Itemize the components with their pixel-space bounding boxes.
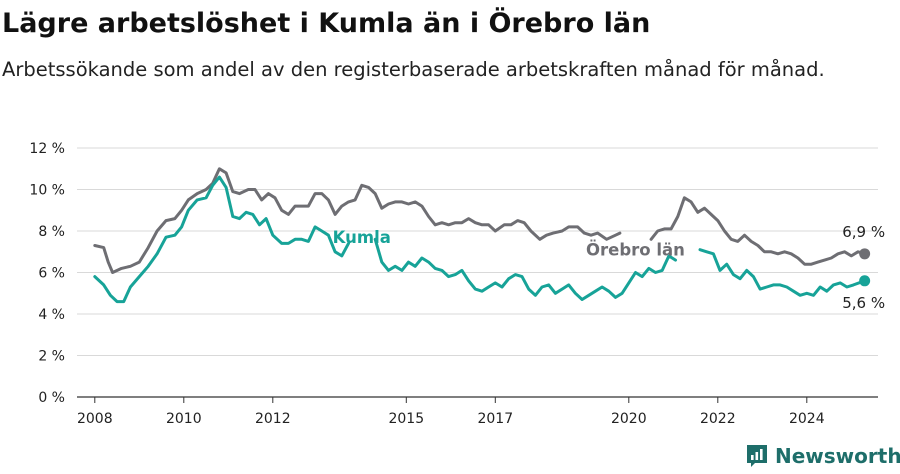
x-tick-label: 2022: [700, 411, 736, 427]
x-tick-label: 2020: [611, 411, 647, 427]
y-tick-label: 0 %: [38, 390, 65, 406]
series-labels: 6,9 % 5,6 % Kumla Örebro län: [333, 223, 885, 312]
y-tick-label: 6 %: [38, 266, 65, 282]
end-point-kumla: [859, 275, 871, 287]
y-tick-label: 2 %: [38, 349, 65, 365]
y-tick-label: 8 %: [38, 224, 65, 240]
series-line-kumla: [93, 175, 867, 304]
end-value-label-kumla: 5,6 %: [842, 294, 885, 312]
chart-title: Lägre arbetslöshet i Kumla än i Örebro l…: [2, 8, 651, 39]
x-tick-label: 2010: [166, 411, 202, 427]
x-tick-label: 2015: [388, 411, 424, 427]
newsworthy-logo: Newsworthy: [745, 441, 900, 471]
x-tick-label: 2024: [789, 411, 825, 427]
series-name-label-kumla: Kumla: [333, 228, 391, 247]
y-axis-ticks: 0 % 2 % 4 % 6 % 8 % 10 % 12 %: [29, 141, 65, 406]
end-point-orebro: [859, 248, 871, 260]
series-lines: [93, 167, 871, 304]
end-value-label-orebro: 6,9 %: [842, 223, 885, 241]
chart-subtitle: Arbetssökande som andel av den registerb…: [2, 58, 825, 81]
x-tick-label: 2012: [255, 411, 291, 427]
y-tick-label: 12 %: [29, 141, 65, 157]
x-tick-label: 2017: [477, 411, 513, 427]
y-tick-label: 4 %: [38, 307, 65, 323]
x-axis: 2008 2010 2012 2015 2017 2020 2022 2024: [77, 396, 878, 427]
series-line-orebro: [93, 167, 867, 274]
grid-lines: [77, 147, 878, 356]
bar-chart-logo-icon: [745, 443, 769, 469]
series-name-label-orebro: Örebro län: [586, 241, 685, 260]
y-tick-label: 10 %: [29, 183, 65, 199]
x-tick-label: 2008: [77, 411, 113, 427]
brand-name: Newsworthy: [775, 444, 900, 468]
